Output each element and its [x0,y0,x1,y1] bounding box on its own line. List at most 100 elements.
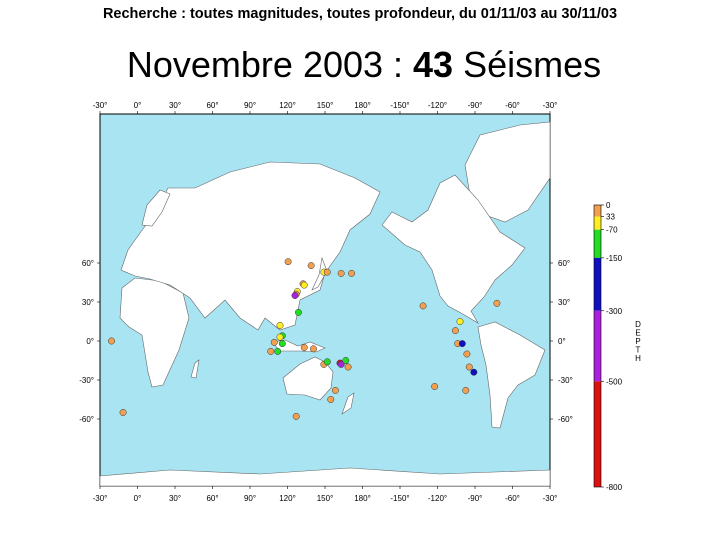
lon-tick-label-top: 120° [279,101,296,110]
depth-axis-title-letter: T [636,346,641,355]
lon-tick-label-top: 0° [134,101,142,110]
lat-tick-label-right: 60° [558,259,570,268]
earthquake-marker [431,383,439,390]
land-masses [99,121,551,487]
lon-tick-label-top: 90° [244,101,256,110]
greenland-landmass [464,121,551,223]
lon-tick-label-bottom: 90° [244,494,256,503]
lat-tick-label-left: 30° [82,298,94,307]
earthquake-marker [493,299,501,307]
lon-tick-label-top: -90° [468,101,483,110]
earthquake-marker [337,269,345,277]
earthquake-marker [310,345,317,353]
earthquake-count: 43 [413,44,454,85]
madagascar-island [190,359,200,379]
lat-tick-label-left: -30° [79,376,94,385]
new-zealand-landmass [341,392,355,415]
earthquake-marker [451,327,459,335]
depth-tick-label: -300 [606,307,623,316]
scandinavia-landmass [141,189,171,227]
search-criteria-line: Recherche : toutes magnitudes, toutes pr… [102,6,618,22]
earthquake-marker [463,350,471,358]
depth-tick-label: -70 [606,226,618,235]
earthquake-marker [270,338,278,346]
depth-band [594,257,601,311]
lon-tick-label-top: 30° [169,101,181,110]
depth-band [594,216,601,230]
earthquake-marker [342,357,350,364]
earthquake-marker [284,258,292,266]
title-prefix: Novembre 2003 : [126,44,414,85]
lon-tick-label-bottom: -150° [390,494,409,503]
earthquake-marker [274,347,282,355]
lon-tick-label-bottom: 0° [134,494,142,503]
earthquake-marker [267,347,275,355]
lat-tick-label-right: 0° [558,337,566,346]
depth-axis-title-letter: E [635,329,640,338]
depth-tick-label: -800 [606,483,623,492]
lat-tick-label-right: -60° [558,415,573,424]
earthquake-marker [465,363,473,371]
lon-tick-label-top: -30° [93,101,108,110]
lat-tick-label-left: 60° [82,259,94,268]
lon-tick-label-top: 60° [206,101,218,110]
japan-islands [311,256,328,291]
lat-tick-label-right: 30° [558,298,570,307]
lon-tick-label-top: -60° [505,101,520,110]
depth-band [594,381,601,487]
depth-band [594,229,601,258]
earthquake-marker [462,386,470,394]
lon-tick-label-bottom: 30° [169,494,181,503]
lon-tick-label-bottom: -30° [93,494,108,503]
earthquake-marker [119,409,127,416]
earthquake-marker [419,302,427,310]
earthquake-marker [458,340,466,348]
depth-legend-frame [593,204,602,488]
depth-tick-label: -500 [606,377,623,386]
earthquake-marker [470,368,478,376]
earthquake-marker [295,308,302,316]
lat-tick-label-right: -30° [558,376,573,385]
australia-landmass [282,356,334,401]
earthquake-marker [276,333,284,341]
lon-tick-label-bottom: 150° [317,494,334,503]
depth-axis-title-letter: D [635,320,641,329]
depth-tick-label: -150 [606,254,623,263]
lat-tick-label-left: 0° [86,337,94,346]
depth-band [594,310,601,382]
lon-tick-label-bottom: -120° [428,494,447,503]
page-title: Novembre 2003 : 43 Séismes [0,44,720,86]
earthquake-marker [331,386,339,394]
earthquake-marker [291,292,299,299]
depth-tick-label: 33 [606,213,615,222]
lon-tick-label-top: 150° [317,101,334,110]
earthquake-marker [108,337,115,345]
earthquake-marker [278,340,286,348]
south-america-landmass [477,321,546,429]
earthquake-marker [344,363,352,371]
earthquake-marker [323,358,331,366]
earthquake-marker [307,262,315,270]
earthquake-marker [348,269,355,277]
earthquake-marker [456,318,464,325]
title-suffix: Séismes [453,44,602,85]
lon-tick-label-bottom: 180° [354,494,371,503]
lon-tick-label-top: -30° [543,101,558,110]
depth-tick-label: 0 [606,201,611,210]
lat-tick-label-left: -60° [79,415,94,424]
earthquake-marker [327,396,335,403]
depth-band [594,205,601,217]
depth-axis-title-letter: H [635,354,641,363]
north-america-landmass [381,174,526,324]
lon-tick-label-bottom: -90° [468,494,483,503]
lon-tick-label-top: 180° [354,101,371,110]
lon-tick-label-top: -150° [390,101,409,110]
earthquake-marker [323,268,331,276]
lon-tick-label-top: -120° [428,101,447,110]
earthquake-marker [276,321,284,329]
earthquake-marker [292,412,300,420]
earthquake-marker [300,281,308,289]
map-frame-ticks: -30° -30° 0° 0° 30° 30° 60° 60° 90° 90° 120° 120° 15… [79,101,573,503]
depth-axis-title-letter: P [635,337,640,346]
